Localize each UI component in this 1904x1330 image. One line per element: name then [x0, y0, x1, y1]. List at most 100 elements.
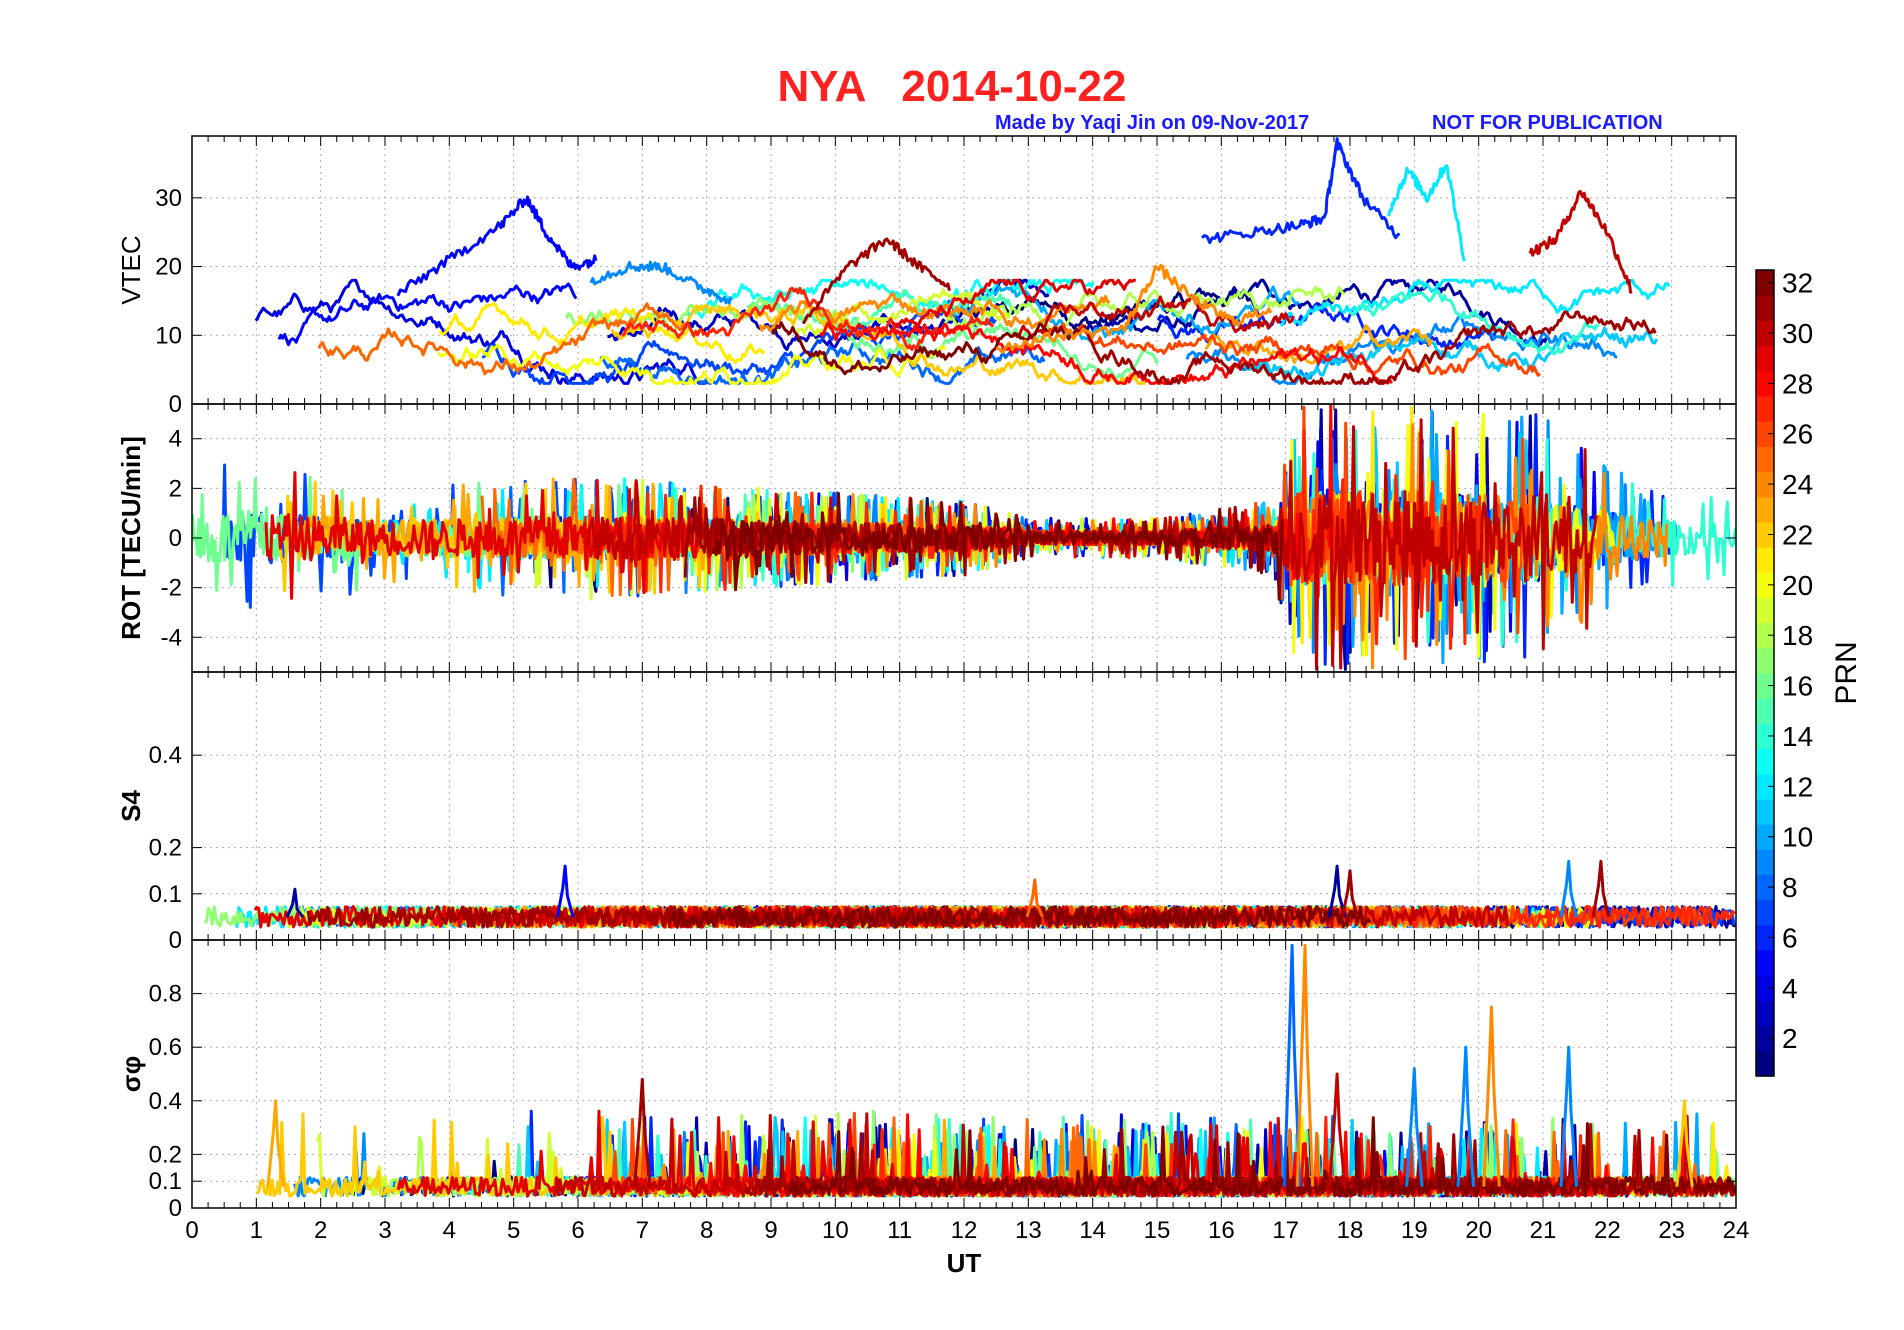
x-tick-label: 10	[822, 1217, 849, 1244]
x-tick-label: 16	[1208, 1217, 1235, 1244]
colorbar-tick-label: 22	[1782, 519, 1813, 550]
panel-sigma_phi: 00.10.2 0.4 0.6 0.8 σφ	[116, 939, 1737, 1222]
vtec-series-6	[995, 263, 1273, 354]
vtec-trace-prn-29	[891, 278, 1136, 329]
x-tick-label: 19	[1401, 1217, 1428, 1244]
panel-vtec: 0 10 20 30 VTEC	[116, 135, 1737, 418]
vtec-trace-prn-31	[1086, 310, 1657, 385]
colorbar-segment	[1756, 496, 1774, 523]
colorbar-segment	[1756, 622, 1774, 649]
colorbar-label: PRN	[1830, 641, 1863, 704]
colorbar-segment	[1756, 572, 1774, 599]
colorbar-segment	[1756, 345, 1774, 372]
colorbar-segment	[1756, 798, 1774, 825]
vtec-series-1	[589, 260, 733, 305]
x-tick-label: 4	[443, 1217, 456, 1244]
s4-trace-prn-32	[670, 905, 1372, 929]
sigma_phi-peak-3	[1482, 1005, 1501, 1187]
s4-peak-1	[285, 887, 304, 918]
vtec-trace-prn-28	[819, 321, 1393, 385]
colorbar-segment	[1756, 773, 1774, 800]
x-tick-label: 23	[1658, 1217, 1685, 1244]
vtec-ytick-label: 30	[155, 185, 182, 212]
rot-ytick-label: 4	[169, 426, 182, 453]
s4-ytick-label: 0.1	[149, 881, 182, 908]
colorbar-segment	[1756, 446, 1774, 473]
vtec-series-5	[801, 237, 951, 325]
x-tick-label: 18	[1337, 1217, 1364, 1244]
chart-title: NYA 2014-10-22	[777, 62, 1127, 111]
panel-s4: 0 0.1 0.2 0.4S4	[116, 671, 1737, 954]
vtec-trace-prn-5	[277, 282, 578, 347]
rot-ytick-label: 2	[169, 475, 182, 502]
colorbar-frame	[1755, 269, 1775, 1077]
colorbar-segment	[1756, 270, 1774, 296]
vtec-series-4	[1528, 190, 1633, 295]
vtec-series-0	[396, 195, 598, 297]
colorbar-segment	[1756, 471, 1774, 498]
sigma_phi-ytick-label: 0	[169, 1195, 182, 1222]
x-tick-label: 2	[314, 1217, 327, 1244]
s4-peak-4	[1340, 869, 1360, 918]
vtec-ytick-label: 10	[155, 322, 182, 349]
panel-rot: -4 -2 0 2 4 ROT [TECU/min]	[116, 403, 1737, 673]
x-tick-label: 1	[250, 1217, 263, 1244]
x-tick-label: 6	[571, 1217, 584, 1244]
sigma_phi-peak-8	[266, 1099, 285, 1187]
colorbar-tick-label: 26	[1782, 419, 1813, 450]
colorbar-tick-label: 12	[1782, 771, 1813, 802]
sigma_phi-peak-2	[1327, 1072, 1347, 1187]
colorbar-segment	[1756, 975, 1774, 1002]
sigma_phi-peak-7	[633, 1077, 652, 1187]
s4-peak-2	[1025, 878, 1044, 918]
x-tick-label: 11	[887, 1217, 912, 1244]
x-tick-label: 8	[700, 1217, 713, 1244]
vtec-trace-prn-1	[949, 287, 1261, 330]
publication-notice: NOT FOR PUBLICATION	[1432, 112, 1663, 134]
colorbar-tick-label: 2	[1782, 1023, 1798, 1054]
colorbar-tick-label: 28	[1782, 368, 1813, 399]
colorbar-segment	[1756, 849, 1774, 876]
colorbar-segment	[1756, 521, 1774, 548]
x-tick-label: 20	[1465, 1217, 1492, 1244]
colorbar-segment	[1756, 320, 1774, 347]
x-tick-label: 21	[1530, 1217, 1557, 1244]
x-tick-label: 14	[1079, 1217, 1106, 1244]
vtec-trace-prn-32	[770, 321, 1087, 376]
colorbar-segment	[1756, 421, 1774, 447]
colorbar-tick-label: 30	[1782, 318, 1813, 349]
x-axis: 0 1 2 3 4 5 6 7 8 9 10 11 12 13 14 15 16 17 18 19 20 21 22 23 24…	[185, 1217, 1749, 1278]
colorbar-segment	[1756, 950, 1774, 976]
colorbar-segment	[1756, 370, 1774, 397]
sigma_phi-ytick-label: 0.1	[149, 1168, 182, 1195]
sigma_phi-peak-4	[1559, 1045, 1578, 1187]
x-tick-label: 22	[1594, 1217, 1621, 1244]
sigma_phi-peak-1	[1295, 943, 1315, 1187]
credit-note: Made by Yaqi Jin on 09-Nov-2017	[995, 112, 1310, 134]
colorbar-segment	[1756, 597, 1774, 624]
vtec-ytick-label: 20	[155, 254, 182, 281]
colorbar-tick-label: 32	[1782, 268, 1813, 299]
s4-ytick-label: 0.2	[149, 835, 182, 862]
colorbar-tick-label: 6	[1782, 922, 1798, 953]
colorbar-segment	[1756, 874, 1774, 901]
sigma_phi-peak-9	[1675, 1099, 1694, 1187]
colorbar-segment	[1756, 698, 1774, 724]
sigma_phi-peak-6	[1405, 1067, 1424, 1187]
vtec-trace-prn-4	[254, 278, 717, 385]
x-tick-label: 0	[185, 1217, 198, 1244]
vtec-trace-prn-30	[1010, 294, 1295, 340]
vtec-trace-prn-25	[317, 302, 686, 376]
colorbar-tick-label: 16	[1782, 671, 1813, 702]
colorbar-tick-label: 20	[1782, 570, 1813, 601]
x-tick-label: 12	[951, 1217, 978, 1244]
vtec-trace-prn-18	[943, 285, 1346, 335]
x-tick-label: 13	[1015, 1217, 1042, 1244]
x-tick-label: 5	[507, 1217, 520, 1244]
colorbar-tick-label: 24	[1782, 469, 1813, 500]
vtec-trace-prn-13	[684, 278, 1095, 319]
s4-peak-5	[1559, 859, 1578, 918]
rot-ylabel: ROT [TECU/min]	[116, 436, 146, 640]
vtec-trace-prn-11	[1244, 326, 1659, 382]
